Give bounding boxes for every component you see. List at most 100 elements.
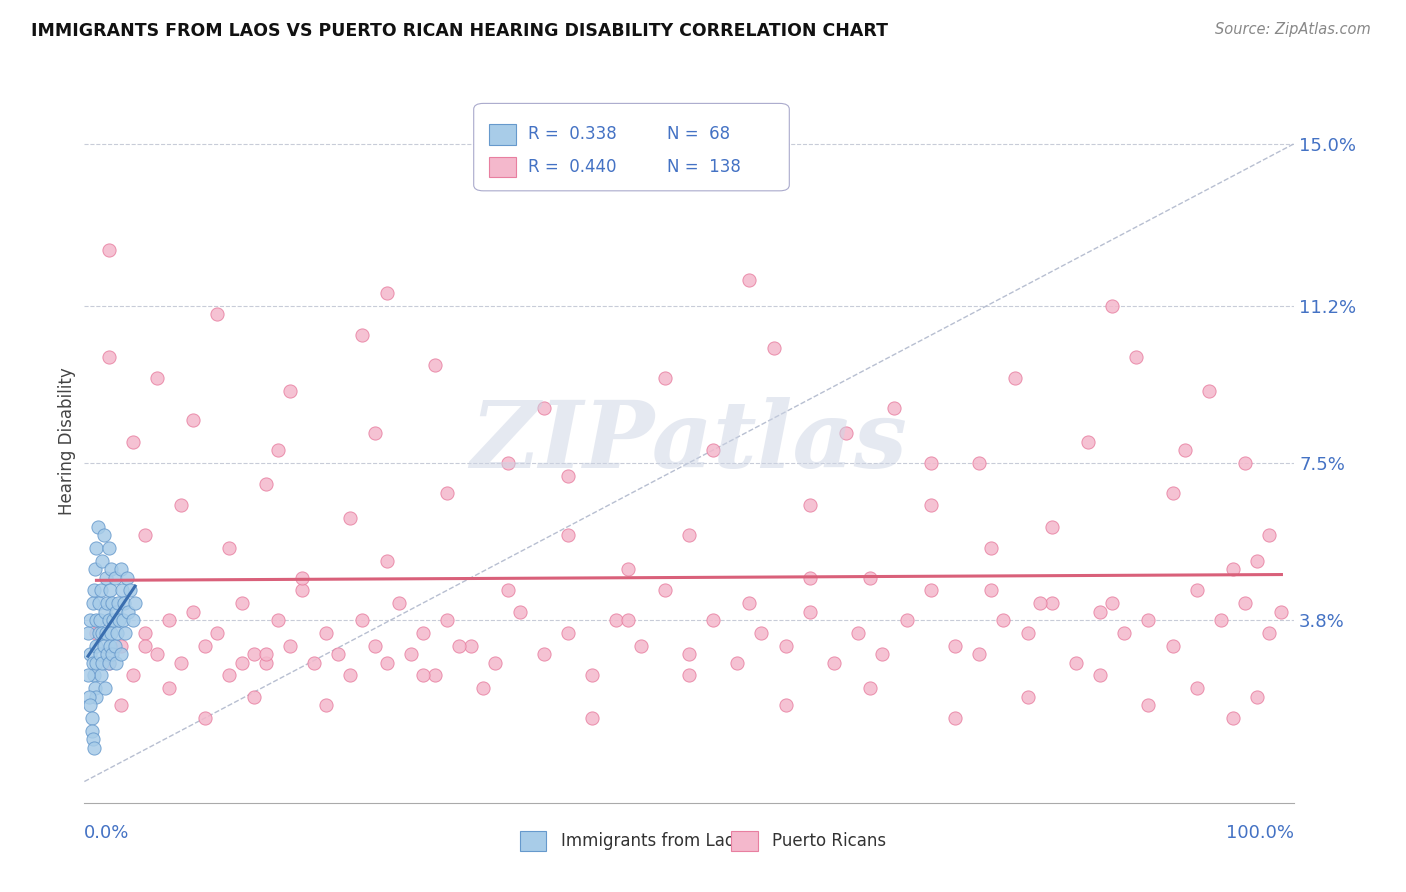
Point <box>82 656 104 670</box>
Point <box>375 553 398 567</box>
Point <box>91 625 114 640</box>
Point <box>89 613 111 627</box>
Point <box>105 625 128 640</box>
Point <box>97 244 120 258</box>
Point <box>1185 583 1208 598</box>
Point <box>80 711 103 725</box>
Bar <box>489 157 516 178</box>
Text: ZIPatlas: ZIPatlas <box>471 397 907 486</box>
Text: 100.0%: 100.0% <box>1226 824 1294 842</box>
Point <box>1040 519 1063 533</box>
Point <box>496 583 519 598</box>
Point <box>1114 625 1136 640</box>
Point <box>110 698 132 712</box>
Point <box>617 613 640 627</box>
Point <box>87 596 110 610</box>
Point <box>1088 605 1111 619</box>
Point <box>1077 434 1099 449</box>
Point <box>678 528 700 542</box>
Point <box>124 596 146 610</box>
Point <box>77 625 100 640</box>
Point <box>1161 639 1184 653</box>
Point <box>89 647 111 661</box>
Point <box>86 541 108 555</box>
Point <box>80 723 103 738</box>
Point <box>86 625 108 640</box>
Point <box>1064 656 1087 670</box>
Point <box>799 498 821 512</box>
Point <box>86 639 108 653</box>
Point <box>96 647 118 661</box>
Point <box>112 596 135 610</box>
Point <box>799 570 821 584</box>
Point <box>86 613 108 627</box>
Point <box>97 656 120 670</box>
Point <box>449 639 471 653</box>
Point <box>231 656 253 670</box>
Point <box>775 698 797 712</box>
Point <box>423 358 446 372</box>
Point <box>484 656 506 670</box>
Point <box>79 698 101 712</box>
Point <box>91 553 114 567</box>
Point <box>1137 613 1160 627</box>
Point <box>1125 350 1147 364</box>
Point <box>1017 690 1039 704</box>
Point <box>846 625 869 640</box>
Point <box>87 625 110 640</box>
Point <box>194 711 217 725</box>
Point <box>920 583 942 598</box>
Point <box>82 596 104 610</box>
Point <box>835 425 858 440</box>
Point <box>83 583 105 598</box>
Point <box>799 605 821 619</box>
Point <box>90 583 112 598</box>
Point <box>83 668 105 682</box>
Point <box>112 613 135 627</box>
Text: R =  0.338: R = 0.338 <box>529 126 617 144</box>
Point <box>94 570 117 584</box>
Point <box>423 668 446 682</box>
Point <box>82 732 104 747</box>
Point <box>1222 562 1244 576</box>
Point <box>121 434 143 449</box>
Point <box>557 468 579 483</box>
Point <box>86 519 108 533</box>
Point <box>859 570 882 584</box>
Point <box>605 613 627 627</box>
Point <box>146 647 169 661</box>
Point <box>83 740 105 755</box>
Point <box>84 681 107 695</box>
Point <box>278 384 301 398</box>
Point <box>267 613 290 627</box>
Point <box>1222 711 1244 725</box>
Point <box>254 477 277 491</box>
Point <box>738 273 761 287</box>
Point <box>218 541 240 555</box>
Point <box>1101 596 1123 610</box>
Point <box>363 425 385 440</box>
Point <box>1101 299 1123 313</box>
Point <box>1198 384 1220 398</box>
Point <box>896 613 918 627</box>
Point <box>104 656 127 670</box>
Point <box>1185 681 1208 695</box>
Point <box>181 605 204 619</box>
Point <box>146 371 169 385</box>
Point <box>1234 456 1257 470</box>
Point <box>100 625 122 640</box>
Point <box>943 711 966 725</box>
Point <box>399 647 422 661</box>
Point <box>436 613 458 627</box>
Point <box>1270 605 1292 619</box>
Point <box>93 528 115 542</box>
Text: IMMIGRANTS FROM LAOS VS PUERTO RICAN HEARING DISABILITY CORRELATION CHART: IMMIGRANTS FROM LAOS VS PUERTO RICAN HEA… <box>31 22 889 40</box>
Point <box>751 625 773 640</box>
Point <box>883 401 905 415</box>
Point <box>1028 596 1050 610</box>
Point <box>90 668 112 682</box>
Point <box>581 668 603 682</box>
Point <box>93 639 115 653</box>
Point <box>352 613 374 627</box>
Point <box>100 562 122 576</box>
